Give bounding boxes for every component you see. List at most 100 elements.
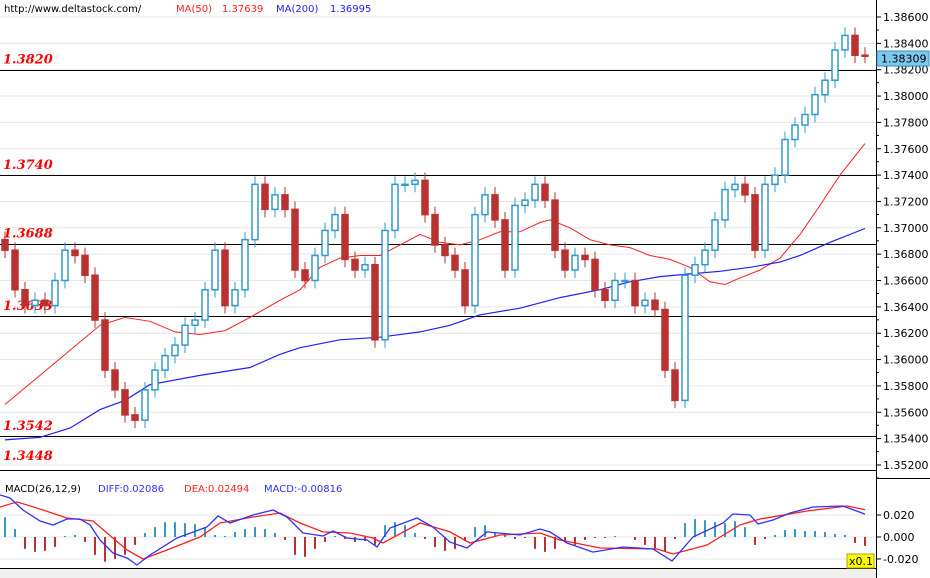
- y-tick-label: 1.37000: [883, 222, 929, 235]
- candle-down: [71, 249, 79, 257]
- candle-up: [811, 93, 819, 116]
- candle-up: [731, 183, 739, 191]
- candle-up: [611, 279, 619, 302]
- macd-tick-label: 0.020: [883, 509, 915, 522]
- candle-up: [801, 113, 809, 126]
- candle-up: [511, 204, 519, 271]
- candle-up: [691, 263, 699, 276]
- level-label: 1.3740: [3, 158, 53, 173]
- candle-up: [401, 183, 409, 187]
- candle-up: [791, 124, 799, 141]
- candle-down: [561, 249, 569, 271]
- macd-value: MACD:-0.00816: [264, 484, 342, 495]
- level-label: 1.3688: [3, 227, 53, 242]
- candle-down: [111, 369, 119, 391]
- macd-panel: [0, 494, 876, 566]
- level-label: 1.3542: [3, 419, 53, 434]
- candle-up: [821, 79, 829, 96]
- y-tick-label: 1.36800: [883, 248, 929, 261]
- candle-down: [131, 414, 139, 421]
- candle-up: [521, 199, 529, 207]
- candle-down: [651, 299, 659, 311]
- candle-down: [91, 274, 99, 321]
- candle-down: [491, 194, 499, 221]
- y-tick-label: 1.38400: [883, 37, 929, 50]
- macd-diff: DIFF:0.02086: [98, 484, 164, 495]
- level-label: 1.3633: [3, 299, 53, 314]
- candle-up: [61, 249, 69, 282]
- candle-up: [711, 219, 719, 251]
- macd-scale-badge: [846, 553, 875, 569]
- ma200-line: [4, 227, 866, 441]
- candle-up: [841, 34, 849, 51]
- candle-down: [21, 288, 29, 307]
- y-tick-label: 1.36400: [883, 301, 929, 314]
- candle-down: [441, 244, 449, 257]
- candle-up: [231, 288, 239, 307]
- macd-dea: DEA:0.02494: [184, 484, 249, 495]
- y-tick-label: 1.38600: [883, 11, 929, 24]
- candle-up: [471, 213, 479, 307]
- candle-down: [551, 199, 559, 251]
- candle-down: [501, 219, 509, 271]
- candle-up: [361, 263, 369, 271]
- candle-up: [191, 319, 199, 327]
- candle-up: [141, 389, 149, 421]
- candle-up: [681, 274, 689, 402]
- current-price: 1.38309: [881, 53, 927, 66]
- candle-up: [571, 254, 579, 271]
- candle-up: [481, 194, 489, 216]
- candle-down: [671, 369, 679, 402]
- candle-up: [271, 194, 279, 211]
- candles: [1, 27, 869, 429]
- y-tick-label: 1.35200: [883, 459, 929, 472]
- candle-down: [741, 183, 749, 196]
- y-tick-label: 1.36000: [883, 354, 929, 367]
- candle-down: [751, 194, 759, 251]
- candle-down: [41, 299, 49, 307]
- y-tick-label: 1.37200: [883, 195, 929, 208]
- level-lines: 1.3820 1.3740 1.3688 1.3633 1.3542 1.3448: [0, 53, 876, 464]
- macd-tick-label: -0.020: [883, 553, 918, 566]
- source-url[interactable]: http://www.deltastock.com/: [4, 4, 142, 15]
- candle-up: [781, 138, 789, 176]
- candle-down: [11, 249, 19, 291]
- ma200-value: 1.36995: [330, 4, 371, 15]
- level-label: 1.3448: [3, 449, 53, 464]
- level-label: 1.3820: [3, 53, 53, 68]
- candle-up: [321, 229, 329, 257]
- y-tick-label: 1.37600: [883, 143, 929, 156]
- candle-up: [311, 254, 319, 282]
- candle-down: [421, 179, 429, 216]
- candle-down: [291, 208, 299, 271]
- candle-up: [411, 179, 419, 186]
- y-tick-label: 1.36200: [883, 327, 929, 340]
- candle-up: [241, 238, 249, 291]
- candle-up: [761, 183, 769, 251]
- candle-down: [601, 288, 609, 302]
- candle-up: [211, 249, 219, 291]
- candle-up: [831, 49, 839, 81]
- candle-down: [281, 194, 289, 211]
- current-price-box: [876, 50, 930, 67]
- ma200-label: MA(200): [276, 4, 318, 15]
- candle-down: [261, 183, 269, 211]
- candle-down: [1, 238, 9, 251]
- y-tick-label: 1.38000: [883, 90, 929, 103]
- ma50-value: 1.37639: [222, 4, 263, 15]
- candle-down: [351, 258, 359, 271]
- candle-down: [581, 254, 589, 261]
- y-tick-label: 1.38200: [883, 64, 929, 77]
- ma50-label: MA(50): [176, 4, 212, 15]
- candle-down: [851, 34, 859, 56]
- candle-down: [451, 254, 459, 271]
- bottom-strip: [0, 569, 876, 578]
- candle-up: [161, 354, 169, 371]
- y-tick-label: 1.35400: [883, 433, 929, 446]
- candle-up: [171, 344, 179, 357]
- price-axis: 1.38600 1.38400 1.38200 1.38000 1.37800 1.376…: [876, 11, 929, 479]
- candle-up: [201, 288, 209, 321]
- candle-up: [381, 229, 389, 341]
- candle-up: [251, 183, 259, 241]
